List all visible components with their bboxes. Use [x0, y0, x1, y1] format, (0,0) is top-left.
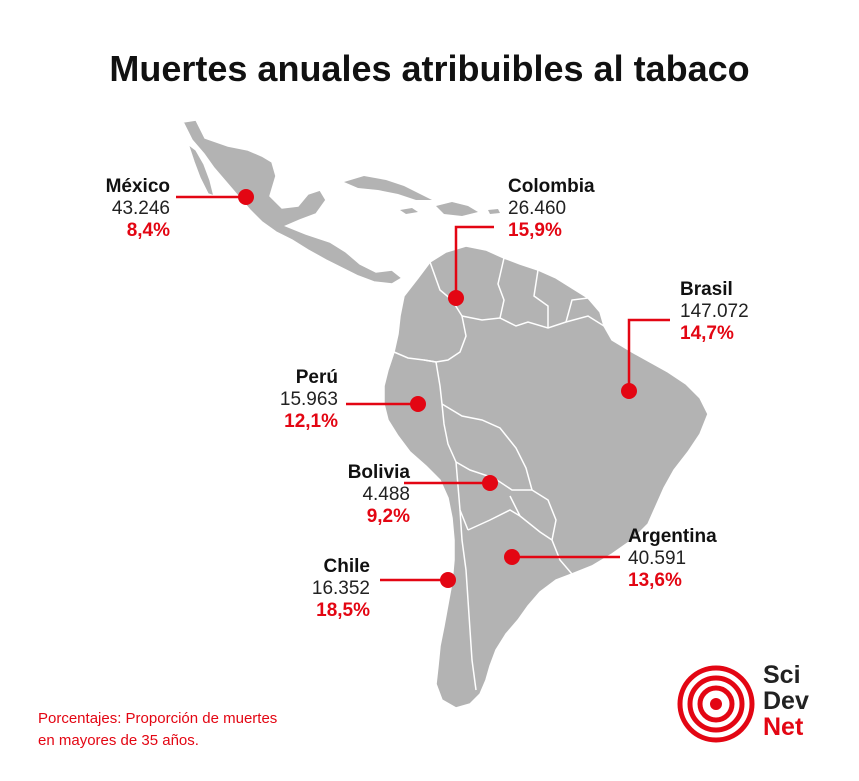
label-bolivia: Bolivia 4.488 9,2%: [300, 462, 410, 528]
logo-wordmark: Sci Dev Net: [763, 662, 809, 740]
country-percent: 14,7%: [680, 323, 734, 344]
location-markers: [238, 189, 637, 588]
south-america-landmass: [383, 245, 709, 709]
leader-lines: [176, 195, 670, 582]
marker-chile: [440, 572, 456, 588]
country-name: Brasil: [680, 279, 733, 300]
country-deaths: 40.591: [628, 548, 687, 569]
marker-bolivia: [482, 475, 498, 491]
country-deaths: 4.488: [362, 484, 410, 505]
jamaica: [400, 208, 418, 214]
footnote: Porcentajes: Proporción de muertes en ma…: [38, 708, 277, 752]
marker-peru: [410, 396, 426, 412]
map-title: Muertes anuales atribuibles al tabaco: [109, 48, 750, 89]
label-chile: Chile 16.352 18,5%: [270, 556, 370, 622]
country-name: Colombia: [508, 176, 595, 197]
country-percent: 8,4%: [126, 220, 170, 241]
country-percent: 9,2%: [366, 506, 410, 527]
country-percent: 15,9%: [508, 220, 562, 241]
label-mexico: México 43.246 8,4%: [80, 176, 170, 242]
logo-dev: Dev: [763, 687, 809, 715]
country-name: Bolivia: [347, 462, 410, 483]
cuba: [344, 176, 432, 200]
country-deaths: 15.963: [279, 389, 338, 410]
country-percent: 13,6%: [628, 570, 682, 591]
country-deaths: 16.352: [311, 578, 370, 599]
country-percent: 12,1%: [284, 411, 338, 432]
footnote-line-2: en mayores de 35 años.: [38, 732, 199, 749]
country-percent: 18,5%: [316, 600, 370, 621]
country-name: Perú: [295, 367, 338, 388]
label-peru: Perú 15.963 12,1%: [240, 367, 338, 433]
logo-sci: Sci: [763, 661, 801, 689]
label-brasil: Brasil 147.072 14,7%: [680, 279, 790, 345]
marker-colombia: [448, 290, 464, 306]
label-argentina: Argentina 40.591 13,6%: [628, 526, 748, 592]
country-deaths: 147.072: [680, 301, 749, 322]
logo-net: Net: [763, 713, 804, 741]
country-deaths: 43.246: [111, 198, 170, 219]
footnote-line-1: Porcentajes: Proporción de muertes: [38, 710, 278, 727]
marker-argentina: [504, 549, 520, 565]
marker-mexico: [238, 189, 254, 205]
label-colombia: Colombia 26.460 15,9%: [508, 176, 638, 242]
country-deaths: 26.460: [508, 198, 567, 219]
country-name: Chile: [323, 556, 370, 577]
mexico-central-america-landmass: [181, 119, 404, 285]
puerto-rico: [488, 209, 500, 214]
country-name: México: [105, 176, 170, 197]
scidevnet-logo-icon: [677, 665, 755, 743]
hispaniola: [436, 202, 478, 216]
marker-brasil: [621, 383, 637, 399]
country-name: Argentina: [628, 526, 717, 547]
